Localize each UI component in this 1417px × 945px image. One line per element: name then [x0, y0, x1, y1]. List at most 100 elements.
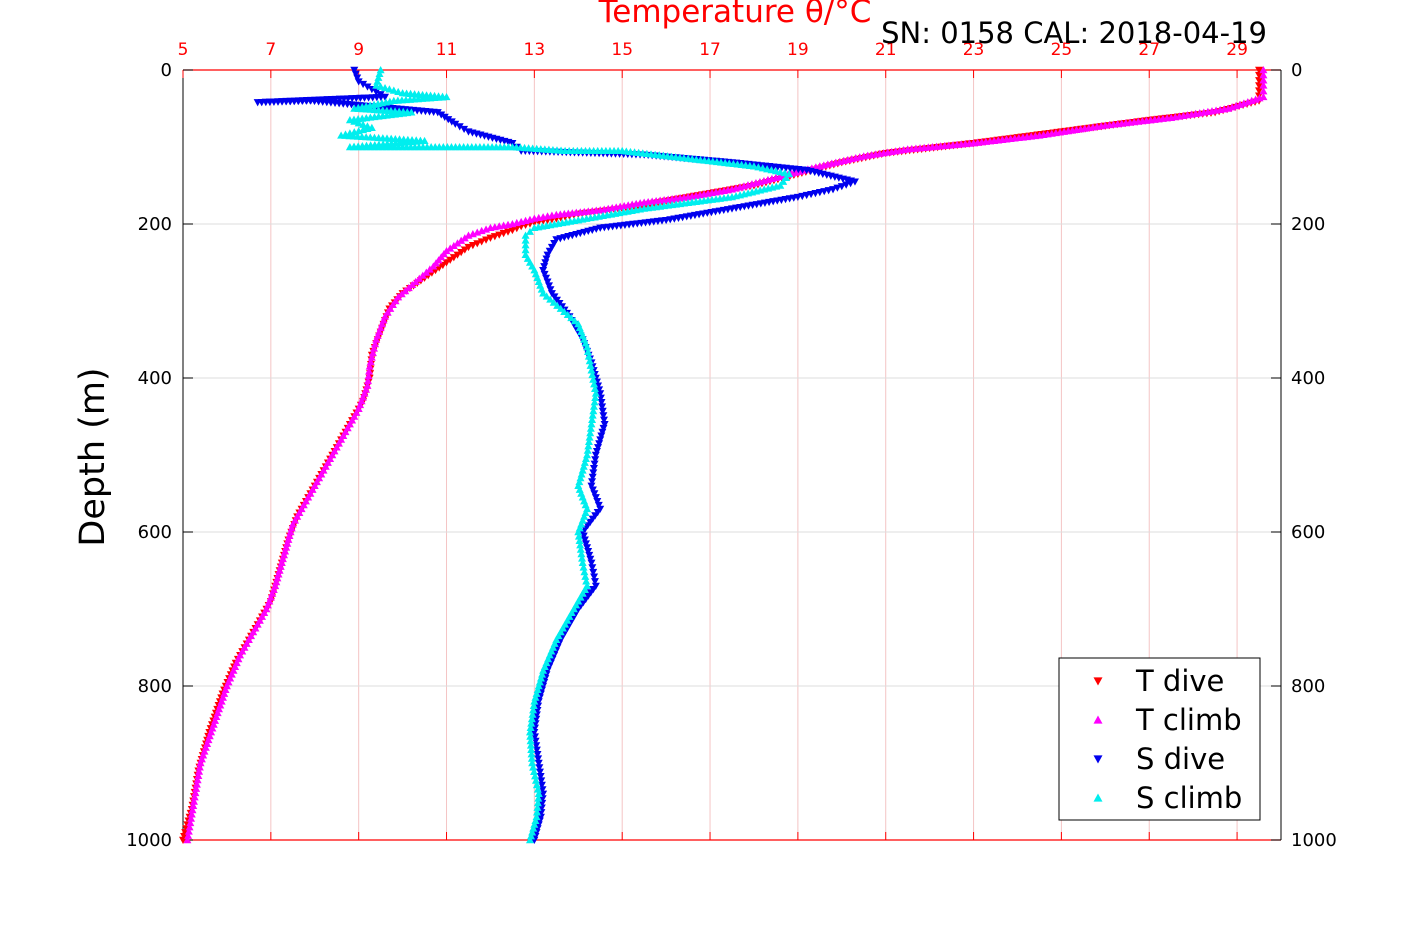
data-point	[527, 750, 536, 758]
data-point	[590, 398, 599, 406]
data-point	[473, 240, 482, 248]
data-point	[542, 255, 551, 263]
data-point	[533, 803, 542, 811]
data-point	[542, 274, 551, 282]
data-point	[350, 66, 359, 74]
data-point	[363, 124, 372, 133]
data-point	[192, 780, 201, 788]
data-point	[532, 812, 541, 821]
data-point	[574, 532, 583, 540]
y-tick-marks	[183, 69, 1281, 841]
y-tick-label-right: 600	[1291, 522, 1325, 543]
data-point	[526, 741, 535, 749]
data-point	[449, 241, 458, 250]
data-point	[280, 551, 289, 559]
data-point	[587, 482, 596, 490]
data-point	[376, 66, 385, 74]
data-point	[580, 568, 589, 576]
data-point	[567, 313, 576, 322]
data-point	[186, 818, 195, 827]
data-point	[578, 558, 587, 566]
data-point	[525, 728, 534, 736]
data-point	[453, 251, 462, 259]
data-point	[354, 127, 363, 135]
data-point	[354, 119, 363, 127]
data-point	[590, 460, 599, 468]
data-point	[528, 828, 537, 836]
data-point	[531, 776, 540, 784]
data-point	[599, 424, 608, 433]
data-point	[370, 344, 379, 352]
y-tick-label-right: 0	[1291, 60, 1302, 81]
data-point	[587, 559, 596, 567]
data-point	[365, 362, 374, 370]
data-point	[585, 357, 594, 365]
x-tick-label: 13	[524, 40, 546, 60]
data-point	[1259, 71, 1268, 79]
data-point	[583, 544, 592, 552]
data-point	[468, 230, 477, 238]
data-point	[537, 809, 546, 817]
data-point	[408, 280, 417, 289]
data-point	[533, 685, 542, 694]
data-point	[527, 719, 536, 727]
data-point	[422, 268, 431, 276]
data-point	[192, 784, 201, 792]
data-point	[385, 85, 394, 93]
data-point	[595, 386, 604, 394]
data-point	[359, 80, 368, 89]
legend-marker	[1093, 677, 1103, 686]
data-point	[190, 793, 199, 801]
data-point	[570, 317, 579, 325]
data-point	[276, 562, 285, 570]
data-point	[350, 117, 359, 125]
data-point	[521, 241, 530, 249]
data-point	[464, 231, 473, 239]
x-tick-label: 21	[875, 40, 897, 60]
data-point	[532, 689, 541, 697]
data-point	[411, 277, 420, 285]
data-point	[415, 274, 424, 282]
data-point	[529, 706, 538, 714]
data-point	[359, 125, 368, 134]
y-gridlines	[183, 223, 1281, 687]
x-tick-labels: 5 7 9 11 13 15 17 19 21 23 25 27 29	[178, 40, 1248, 60]
data-point	[530, 223, 539, 232]
data-point	[288, 520, 297, 528]
data-point	[273, 574, 282, 582]
legend-label: T climb	[1135, 703, 1242, 737]
y-tick-labels-right: 0 200 400 600 800 1000	[1291, 60, 1337, 851]
y-tick-label-right: 800	[1291, 676, 1325, 697]
data-series	[179, 66, 1268, 844]
x-tick-label: 7	[265, 40, 276, 60]
data-point	[538, 799, 547, 808]
data-point	[521, 236, 530, 244]
data-point	[591, 389, 600, 397]
data-point	[529, 824, 538, 832]
data-point	[446, 256, 455, 264]
data-point	[283, 539, 292, 547]
data-point	[587, 366, 596, 374]
x-tick-label: 11	[436, 40, 458, 60]
data-point	[563, 310, 572, 319]
data-point	[437, 111, 446, 119]
data-point	[584, 437, 593, 445]
data-point	[531, 816, 540, 824]
data-point	[579, 462, 588, 470]
data-point	[372, 81, 381, 89]
data-point	[525, 227, 534, 235]
data-point	[590, 490, 599, 498]
data-point	[589, 465, 598, 473]
data-point	[597, 399, 606, 407]
data-point	[371, 339, 380, 348]
data-point	[457, 249, 466, 257]
data-point	[367, 123, 376, 131]
data-point	[549, 298, 558, 306]
data-point	[373, 77, 382, 85]
data-point	[598, 407, 607, 415]
data-point	[187, 810, 196, 818]
data-point	[586, 361, 595, 369]
data-point	[593, 498, 602, 506]
legend-label: S dive	[1136, 742, 1225, 776]
